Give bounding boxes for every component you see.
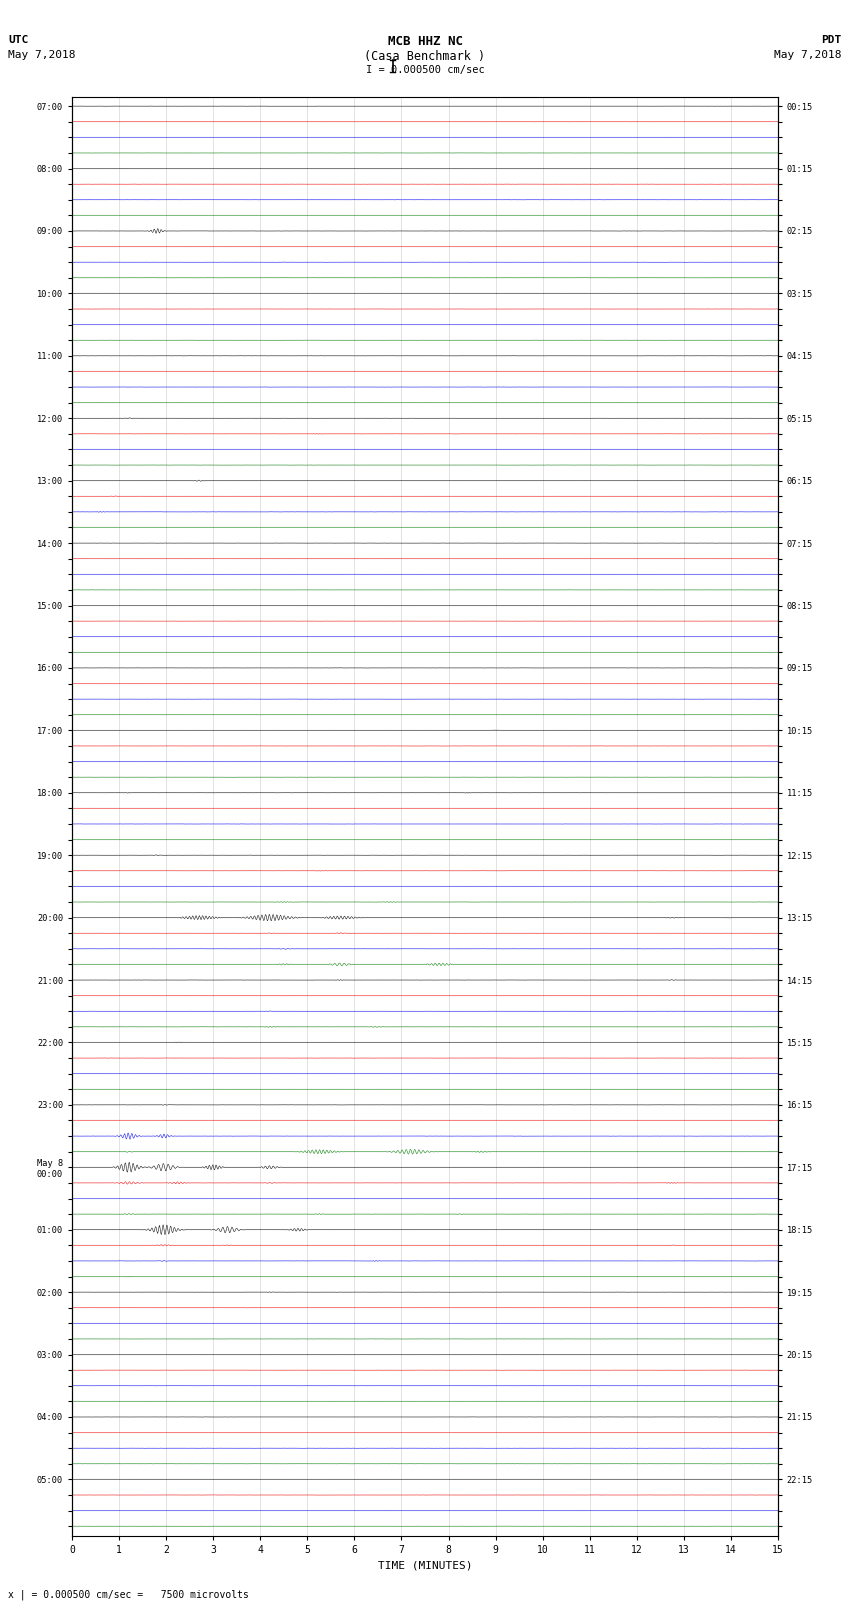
Text: May 7,2018: May 7,2018 (8, 50, 76, 60)
Text: x | = 0.000500 cm/sec =   7500 microvolts: x | = 0.000500 cm/sec = 7500 microvolts (8, 1589, 249, 1600)
Text: I = 0.000500 cm/sec: I = 0.000500 cm/sec (366, 65, 484, 74)
Text: UTC: UTC (8, 35, 29, 45)
X-axis label: TIME (MINUTES): TIME (MINUTES) (377, 1560, 473, 1569)
Text: MCB HHZ NC: MCB HHZ NC (388, 35, 462, 48)
Text: (Casa Benchmark ): (Casa Benchmark ) (365, 50, 485, 63)
Text: PDT: PDT (821, 35, 842, 45)
Text: May 7,2018: May 7,2018 (774, 50, 842, 60)
